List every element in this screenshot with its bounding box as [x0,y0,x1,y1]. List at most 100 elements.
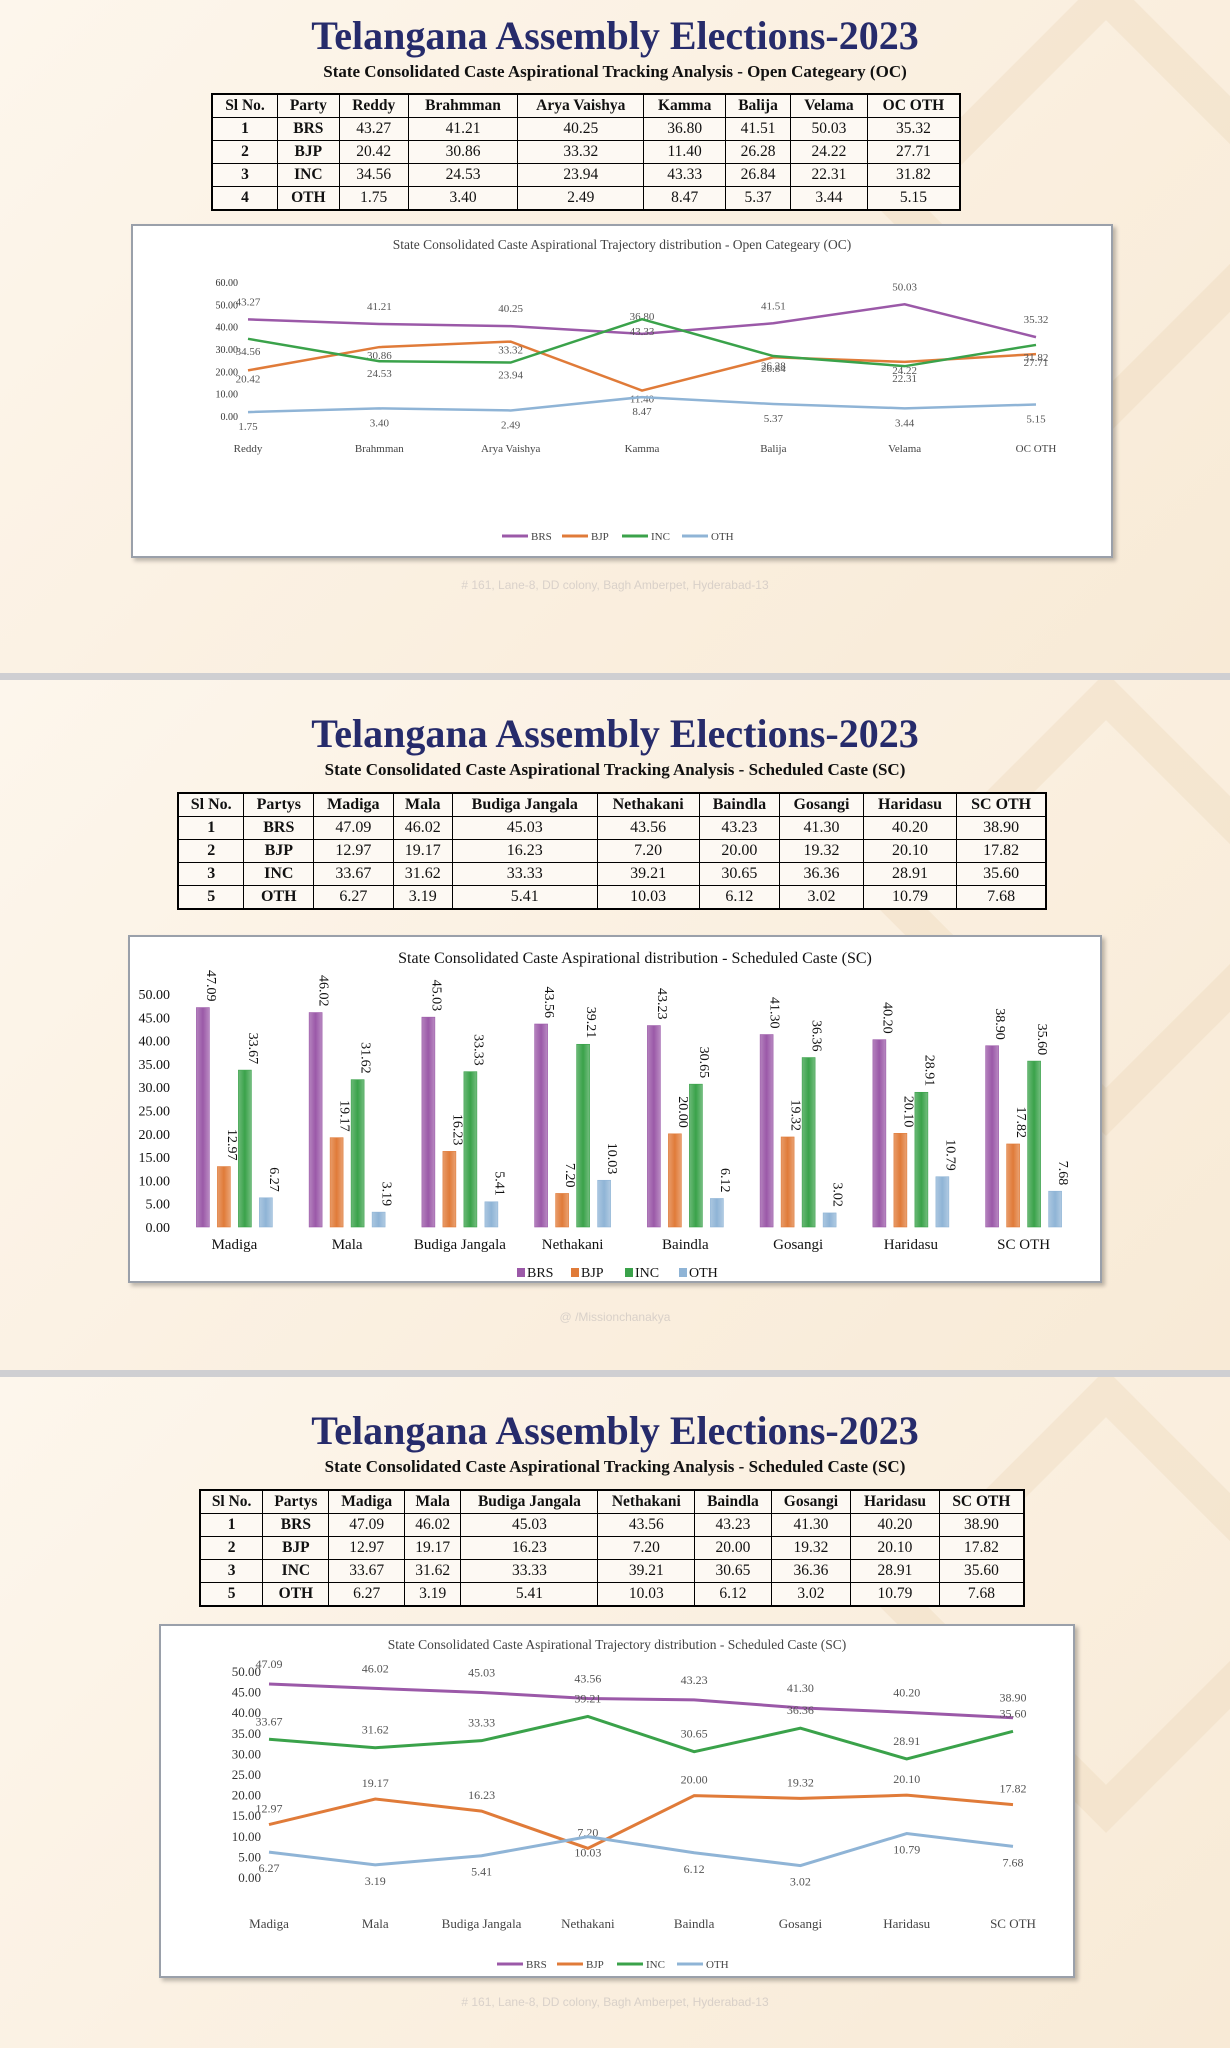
value-cell: 1.75 [338,186,409,211]
data-table-oc: Sl No. Party Reddy Brahmman Arya Vaishya Kamm… [211,93,961,211]
bar-inc [1027,1060,1041,1228]
party-cell: BJP [262,1536,330,1560]
legend-swatch-brs [517,1268,525,1277]
serial-cell: 1 [177,816,245,840]
data-label-brs: 40.20 [893,1685,920,1699]
x-category-label: Gosangi [779,1916,823,1931]
bar-inc [801,1057,816,1228]
page-subtitle: State Consolidated Caste Aspirational Tr… [324,760,906,779]
chart-title: State Consolidated Caste Aspirational Tr… [388,1637,847,1652]
table-header-row: Sl No. Partys Madiga Mala Budiga Jangala Neth… [177,792,1047,817]
legend-label-brs: BRS [527,1266,553,1281]
y-tick-label: 50.00 [139,988,171,1003]
table-row: 4 OTH 1.75 3.40 2.49 8.47 5.37 3.44 5.15 [211,186,961,211]
panel-sc-bar: Mission Telangana Assembly Elections-202… [0,680,1230,1370]
bar-oth [484,1201,499,1228]
value-cell: 20.42 [338,140,409,164]
data-label-brs: 43.23 [654,988,669,1020]
data-label-oth: 3.44 [895,417,915,429]
x-category-label: Budiga Jangala [442,1916,522,1931]
legend-label-bjp: BJP [586,1959,604,1971]
table-row: 5 OTH 6.27 3.19 5.41 10.03 6.12 3.02 10.79 7.68 [199,1582,1025,1607]
legend-swatch-bjp [571,1268,579,1277]
series-line-brs [268,1682,1014,1720]
serial-cell: 3 [211,163,278,187]
x-category-label: Velama [888,443,921,455]
data-label-brs: 43.23 [681,1673,708,1687]
value-cell: 45.03 [451,816,598,840]
value-cell: 7.20 [596,839,700,863]
data-label-brs: 43.27 [236,296,261,308]
table-header-row: Sl No. Party Reddy Brahmman Arya Vaishya Kamm… [211,93,961,118]
value-cell: 30.65 [698,862,781,886]
value-cell: 31.82 [866,163,961,187]
data-label-brs: 45.03 [428,980,443,1012]
value-cell: 33.67 [313,862,394,886]
x-category-label: Haridasu [884,1237,939,1253]
value-cell: 11.40 [643,140,727,164]
data-label-inc: 33.33 [468,1716,495,1730]
column-header: Gosangi [770,1489,852,1514]
bar-bjp [217,1166,231,1228]
y-tick-label: 45.00 [232,1685,261,1700]
party-cell: INC [243,862,315,886]
column-header: Budiga Jangala [460,1489,599,1514]
y-tick-label: 35.00 [139,1058,171,1073]
value-cell: 43.27 [338,117,409,141]
bar-oth [597,1179,611,1228]
table-row: 2 BJP 12.97 19.17 16.23 7.20 20.00 19.32 20.10 17… [177,839,1047,863]
bar-brs [308,1012,323,1228]
legend-label-bjp: BJP [581,1266,604,1281]
data-label-oth: 3.02 [830,1182,845,1207]
x-category-label: Arya Vaishya [481,443,540,455]
column-header: SC OTH [938,1489,1025,1514]
value-cell: 28.91 [850,1559,940,1583]
value-cell: 6.12 [698,885,781,910]
value-cell: 6.27 [328,1582,405,1607]
value-cell: 12.97 [313,839,394,863]
data-label-oth: 3.19 [379,1182,394,1207]
x-category-label: SC OTH [990,1916,1036,1931]
table-row: 3 INC 33.67 31.62 33.33 39.21 30.65 36.36 28.91 3… [199,1559,1025,1583]
value-cell: 41.30 [770,1513,852,1537]
data-label-bjp: 20.42 [236,373,261,385]
data-label-oth: 5.37 [764,413,784,425]
value-cell: 23.94 [517,163,645,187]
column-header: SC OTH [956,792,1047,817]
x-category-label: OC OTH [1016,443,1057,455]
value-cell: 31.62 [403,1559,462,1583]
bar-brs [872,1039,887,1228]
value-cell: 12.97 [328,1536,405,1560]
y-tick-label: 20.00 [232,1788,261,1803]
value-cell: 28.91 [862,862,958,886]
data-table-sc: Sl No. Partys Madiga Mala Budiga Jangala Neth… [199,1489,1025,1607]
data-label-inc: 39.21 [583,1007,598,1039]
value-cell: 5.15 [866,186,961,211]
value-cell: 39.21 [597,1559,696,1583]
column-header: Nethakani [597,1489,696,1514]
series-line-bjp [268,1793,1014,1850]
serial-cell: 1 [211,117,278,141]
legend-label-inc: INC [651,531,670,543]
legend-label-bjp: BJP [591,531,609,543]
chart-title: State Consolidated Caste Aspirational di… [398,950,872,967]
data-label-bjp: 20.10 [900,1096,915,1128]
value-cell: 35.32 [866,117,961,141]
value-cell: 10.79 [862,885,958,910]
value-cell: 36.36 [779,862,864,886]
data-label-oth: 5.41 [491,1171,506,1196]
data-label-brs: 50.03 [892,281,917,293]
value-cell: 6.12 [694,1582,772,1607]
chart-oc-line: State Consolidated Caste Aspirational Tr… [131,224,1113,558]
data-label-inc: 33.67 [245,1033,260,1065]
bar-oth [710,1198,724,1228]
value-cell: 43.33 [643,163,727,187]
data-label-bjp: 17.82 [1013,1106,1028,1138]
chart-svg: State Consolidated Caste Aspirational Tr… [216,237,1057,543]
chart-svg: State Consolidated Caste Aspirational di… [139,950,1071,1281]
column-header: Nethakani [596,792,700,817]
value-cell: 43.56 [597,1513,696,1537]
value-cell: 16.23 [451,839,598,863]
value-cell: 3.02 [770,1582,852,1607]
bar-oth [259,1197,273,1228]
